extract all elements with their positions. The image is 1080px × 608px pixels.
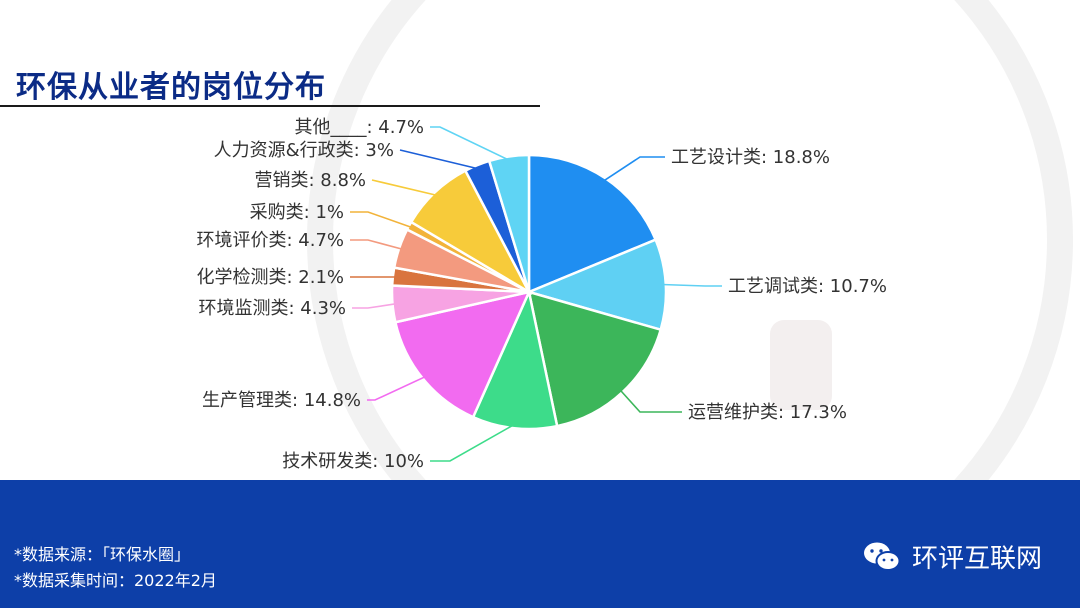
brand: 环评互联网 — [862, 538, 1042, 575]
leader-line — [371, 179, 438, 197]
leader-line — [350, 211, 413, 229]
leader-line — [619, 388, 682, 413]
title-underline — [0, 105, 540, 107]
slice-label: 运营维护类: 17.3% — [688, 402, 847, 423]
leader-line — [430, 126, 510, 162]
slice-label: 营销类: 8.8% — [254, 170, 366, 191]
pie-slice — [471, 287, 559, 431]
date-line: *数据采集时间：2022年2月 — [14, 571, 217, 590]
leader-line — [661, 283, 722, 287]
slice-label: 技术研发类: 10% — [282, 451, 424, 472]
leader-line — [367, 375, 427, 401]
slice-label: 其他____: 4.7% — [294, 117, 424, 138]
footer-bar — [0, 480, 1080, 608]
background-watermark — [307, 0, 1073, 480]
pie-slice — [527, 153, 658, 294]
slice-label: 人力资源&行政类: 3% — [214, 140, 394, 161]
leader-line — [350, 239, 404, 251]
slice-label: 工艺设计类: 18.8% — [671, 147, 830, 168]
pie-chart: 工艺设计类: 18.8% 工艺调试类: 10.7% 运营维护类: 17.3% 技术研发… — [196, 117, 887, 472]
slice-label: 环境监测类: 4.3% — [198, 298, 346, 319]
slice-label: 环境评价类: 4.7% — [196, 230, 344, 251]
leader-line — [430, 423, 516, 462]
slice-label: 化学检测类: 2.1% — [196, 267, 344, 288]
wechat-icon — [864, 542, 901, 571]
leader-line — [399, 149, 479, 170]
page-title: 环保从业者的岗位分布 — [16, 70, 326, 105]
pie-slice — [487, 153, 531, 293]
leader-line — [352, 302, 397, 309]
source-notes: *数据来源：「环保水圈」 *数据采集时间：2022年2月 — [14, 542, 217, 594]
pie-slice — [393, 290, 532, 419]
source-line: *数据来源：「环保水圈」 — [14, 545, 191, 564]
slice-label: 工艺调试类: 10.7% — [728, 276, 887, 297]
slice-label: 采购类: 1% — [250, 202, 344, 223]
leader-line — [602, 156, 665, 183]
brand-label: 环评互联网 — [912, 544, 1043, 574]
slice-label: 生产管理类: 14.8% — [202, 390, 361, 411]
